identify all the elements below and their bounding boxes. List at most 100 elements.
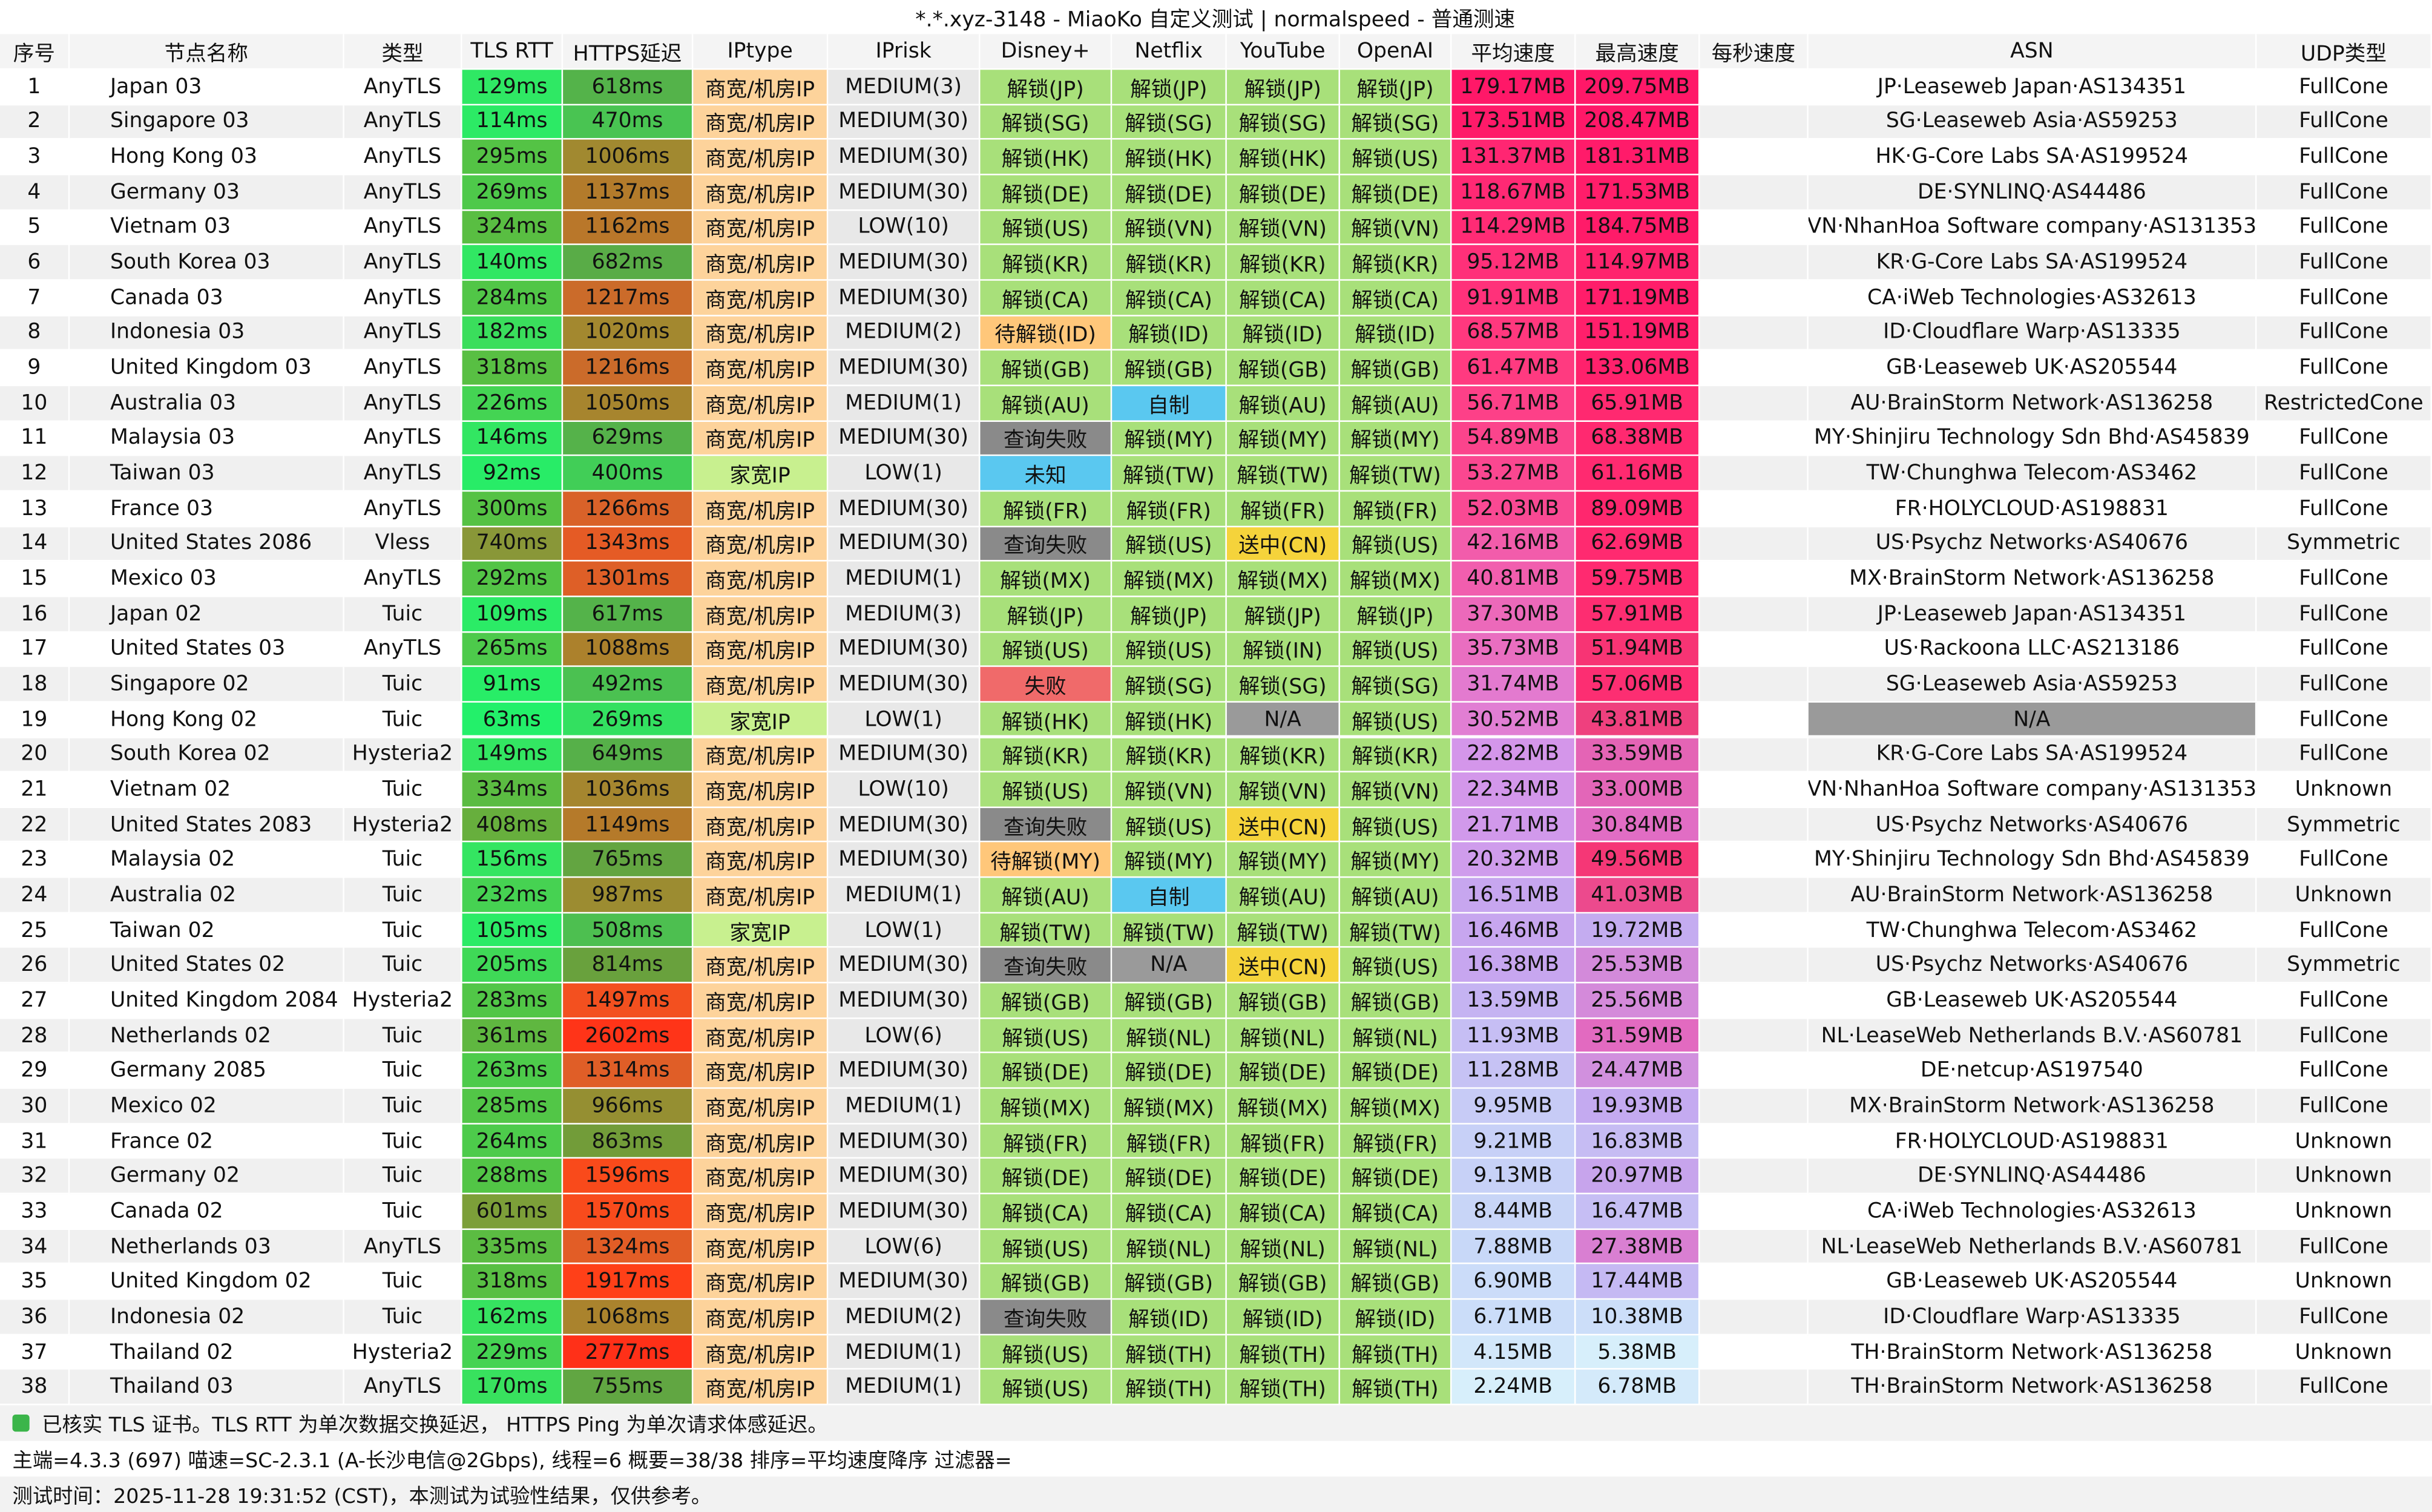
tls-rtt: 63ms	[462, 702, 564, 737]
youtube: 解锁(ID)	[1227, 316, 1340, 351]
https-latency: 618ms	[563, 70, 693, 105]
https-latency: 1149ms	[563, 808, 693, 843]
tls-rtt: 140ms	[462, 246, 564, 281]
asn: ID·Cloudflare Warp·AS13335	[1809, 316, 2257, 351]
avg-speed: 2.24MB	[1452, 1370, 1576, 1405]
node-name: Malaysia 03	[70, 421, 344, 456]
max-speed: 20.97MB	[1576, 1159, 1700, 1194]
asn: US·Psychz Networks·AS40676	[1809, 808, 2257, 843]
disney: 解锁(FR)	[981, 491, 1112, 527]
type: AnyTLS	[344, 1229, 462, 1264]
udp-type: Unknown	[2256, 1335, 2432, 1370]
index: 19	[0, 702, 70, 737]
index: 29	[0, 1054, 70, 1089]
disney: 解锁(US)	[981, 773, 1112, 808]
netflix: 解锁(GB)	[1112, 984, 1227, 1019]
disney: 解锁(TW)	[981, 913, 1112, 948]
youtube: 解锁(TH)	[1227, 1370, 1340, 1405]
ip-type: 商宽/机房IP	[693, 175, 828, 210]
node-name: Netherlands 02	[70, 1019, 344, 1054]
max-speed: 133.06MB	[1576, 351, 1700, 386]
node-name: Vietnam 03	[70, 211, 344, 246]
index: 31	[0, 1124, 70, 1159]
udp-type: Unknown	[2256, 773, 2432, 808]
disney: 查询失败	[981, 527, 1112, 562]
max-speed: 41.03MB	[1576, 878, 1700, 913]
youtube: 解锁(GB)	[1227, 984, 1340, 1019]
netflix: 解锁(GB)	[1112, 351, 1227, 386]
node-name: United Kingdom 02	[70, 1264, 344, 1300]
column-header: 类型	[344, 34, 462, 70]
ip-risk: MEDIUM(30)	[828, 1194, 980, 1229]
type: Tuic	[344, 1159, 462, 1194]
openai: 解锁(FR)	[1340, 1124, 1452, 1159]
disney: 解锁(AU)	[981, 878, 1112, 913]
youtube: 解锁(MY)	[1227, 843, 1340, 878]
speed-graph-cell	[1700, 632, 1809, 667]
asn: AU·BrainStorm Network·AS136258	[1809, 386, 2257, 421]
openai: 解锁(US)	[1340, 808, 1452, 843]
avg-speed: 31.74MB	[1452, 667, 1576, 702]
youtube: 解锁(AU)	[1227, 386, 1340, 421]
node-name: Germany 02	[70, 1159, 344, 1194]
udp-type: Unknown	[2256, 1124, 2432, 1159]
asn: AU·BrainStorm Network·AS136258	[1809, 878, 2257, 913]
ip-type: 家宽IP	[693, 702, 828, 737]
ip-type: 商宽/机房IP	[693, 140, 828, 175]
title: *.*.xyz-3148 - MiaoKo 自定义测试 | normalspee…	[0, 0, 2432, 34]
index: 27	[0, 984, 70, 1019]
ip-type: 商宽/机房IP	[693, 808, 828, 843]
avg-speed: 61.47MB	[1452, 351, 1576, 386]
footer-line: 测试时间：2025-11-28 19:31:52 (CST)，本测试为试验性结果…	[0, 1477, 2432, 1512]
avg-speed: 20.32MB	[1452, 843, 1576, 878]
node-name: Japan 02	[70, 597, 344, 632]
max-speed: 57.91MB	[1576, 597, 1700, 632]
disney: 解锁(DE)	[981, 1054, 1112, 1089]
type: AnyTLS	[344, 386, 462, 421]
index: 20	[0, 737, 70, 772]
speed-graph-cell	[1700, 562, 1809, 597]
https-latency: 2777ms	[563, 1335, 693, 1370]
udp-type: FullCone	[2256, 1019, 2432, 1054]
type: Vless	[344, 527, 462, 562]
max-speed: 181.31MB	[1576, 140, 1700, 175]
udp-type: FullCone	[2256, 175, 2432, 210]
node-name: Mexico 03	[70, 562, 344, 597]
ip-risk: LOW(1)	[828, 702, 980, 737]
youtube: 解锁(NL)	[1227, 1019, 1340, 1054]
ip-type: 商宽/机房IP	[693, 878, 828, 913]
type: Tuic	[344, 1019, 462, 1054]
disney: 解锁(US)	[981, 211, 1112, 246]
type: Tuic	[344, 843, 462, 878]
youtube: 解锁(CA)	[1227, 1194, 1340, 1229]
column-header: TLS RTT	[462, 34, 564, 70]
avg-speed: 6.71MB	[1452, 1300, 1576, 1335]
ip-type: 商宽/机房IP	[693, 1124, 828, 1159]
https-latency: 682ms	[563, 246, 693, 281]
udp-type: FullCone	[2256, 1089, 2432, 1124]
node-name: Singapore 02	[70, 667, 344, 702]
ip-risk: MEDIUM(30)	[828, 527, 980, 562]
ip-type: 商宽/机房IP	[693, 597, 828, 632]
youtube: 解锁(AU)	[1227, 878, 1340, 913]
asn: US·Psychz Networks·AS40676	[1809, 948, 2257, 984]
max-speed: 59.75MB	[1576, 562, 1700, 597]
openai: 解锁(US)	[1340, 948, 1452, 984]
index: 36	[0, 1300, 70, 1335]
netflix: 解锁(FR)	[1112, 491, 1227, 527]
footer-text: 已核实 TLS 证书。TLS RTT 为单次数据交换延迟， HTTPS Ping…	[42, 1408, 827, 1438]
speed-graph-cell	[1700, 421, 1809, 456]
index: 21	[0, 773, 70, 808]
netflix: 解锁(NL)	[1112, 1229, 1227, 1264]
netflix: 解锁(CA)	[1112, 281, 1227, 316]
openai: 解锁(DE)	[1340, 1054, 1452, 1089]
max-speed: 16.47MB	[1576, 1194, 1700, 1229]
avg-speed: 21.71MB	[1452, 808, 1576, 843]
ip-type: 商宽/机房IP	[693, 70, 828, 105]
openai: 解锁(SG)	[1340, 105, 1452, 140]
node-name: United Kingdom 03	[70, 351, 344, 386]
asn: FR·HOLYCLOUD·AS198831	[1809, 1124, 2257, 1159]
speed-graph-cell	[1700, 1159, 1809, 1194]
netflix: 解锁(NL)	[1112, 1019, 1227, 1054]
node-name: Mexico 02	[70, 1089, 344, 1124]
